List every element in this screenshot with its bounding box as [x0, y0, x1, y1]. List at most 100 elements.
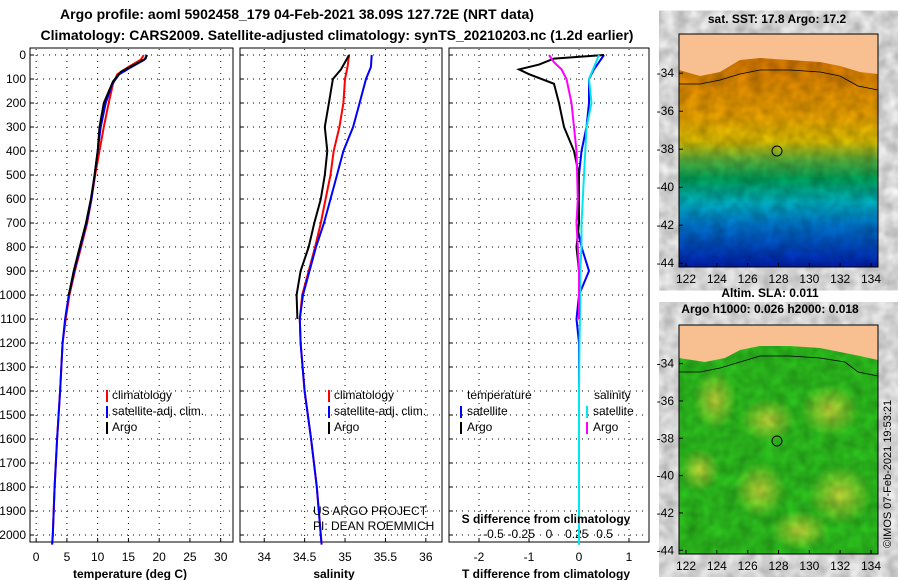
depth-tick-label: 1100 — [0, 312, 26, 326]
argo-location-marker — [771, 435, 783, 447]
legend-label-climatology: climatology — [112, 388, 172, 402]
difference-xlabel: T difference from climatology — [462, 567, 630, 580]
x-tick-label: 20 — [153, 550, 167, 564]
legend-label-t-argo: Argo — [467, 420, 493, 434]
temperature-axes — [29, 47, 234, 543]
depth-contour — [679, 69, 879, 91]
legend-title-temperature: temperature — [467, 388, 532, 402]
x-tick-label: 15 — [122, 550, 136, 564]
depth-tick-label: 1200 — [0, 336, 26, 350]
depth-tick-label: 1900 — [0, 504, 26, 518]
depth-tick-label: 400 — [6, 144, 26, 158]
depth-tick-label: 1400 — [0, 384, 26, 398]
map-y-tick-label: -42 — [657, 506, 675, 520]
legend-label-climatology: climatology — [334, 388, 394, 402]
map-x-tick-label: 128 — [768, 559, 788, 573]
map-x-tick-label: 122 — [676, 272, 696, 286]
land-mask — [679, 34, 878, 76]
map-y-tick-label: -36 — [657, 394, 675, 408]
depth-tick-label: 1000 — [0, 288, 26, 302]
x-tick-label: 35 — [338, 550, 352, 564]
legend-label-satellite: satellite-adj. clim. — [112, 404, 204, 418]
series-argo — [67, 54, 148, 296]
depth-tick-label: 1500 — [0, 408, 26, 422]
depth-tick-label: 300 — [6, 120, 26, 134]
x-tick-label: 5 — [64, 550, 71, 564]
depth-tick-label: 1800 — [0, 480, 26, 494]
series-satellite-adj-clim- — [298, 54, 373, 545]
legend-title-salinity: salinity — [594, 388, 631, 402]
s-tick-label: -0.25 — [508, 527, 536, 541]
imos-stamp: ©IMOS 07-Feb-2021 19:53:21 — [882, 400, 894, 548]
x-tick-label: 0 — [33, 550, 40, 564]
map-y-tick-label: -40 — [657, 180, 675, 194]
map-x-tick-label: 124 — [707, 559, 727, 573]
sla-texture — [679, 325, 878, 554]
salinity-legend: climatology satellite-adj. clim. Argo — [328, 388, 426, 434]
x-tick-label: -1 — [524, 550, 535, 564]
legend-label-argo: Argo — [112, 420, 138, 434]
temperature-legend: climatology satellite-adj. clim. Argo — [106, 388, 204, 434]
depth-tick-label: 500 — [6, 168, 26, 182]
depth-tick-label: 700 — [6, 216, 26, 230]
depth-tick-label: 600 — [6, 192, 26, 206]
map-y-tick-label: -34 — [657, 66, 675, 80]
title-line-1: Argo profile: aoml 5902458_179 04-Feb-20… — [60, 6, 534, 22]
x-tick-label: 35.5 — [374, 550, 398, 564]
land-mask — [679, 325, 878, 362]
map-x-tick-label: 130 — [799, 272, 819, 286]
map-y-tick-label: -44 — [657, 543, 675, 557]
depth-tick-label: 100 — [6, 72, 26, 86]
difference-legend: temperature satellite Argo salinity sate… — [460, 388, 634, 434]
series-s-satellite — [578, 54, 600, 545]
map-y-tick-label: -34 — [657, 357, 675, 371]
temperature-xlabel: temperature (deg C) — [73, 567, 187, 580]
s-tick-label: 0 — [546, 527, 553, 541]
grid — [31, 49, 648, 541]
axis-ticks: 0100200300400500600700800900100011001200… — [0, 48, 633, 564]
series-lines — [51, 54, 605, 545]
map-y-tick-label: -38 — [657, 142, 675, 156]
sst-map-title: sat. SST: 17.8 Argo: 17.2 — [708, 12, 847, 26]
map-x-tick-label: 126 — [738, 559, 758, 573]
depth-tick-label: 800 — [6, 240, 26, 254]
x-tick-label: 10 — [91, 550, 105, 564]
map-x-tick-label: 130 — [799, 559, 819, 573]
series-s-argo — [548, 54, 580, 319]
pi-annotation: PI: DEAN ROEMMICH — [313, 519, 434, 533]
x-tick-label: 30 — [214, 550, 228, 564]
legend-label-satellite: satellite-adj. clim. — [334, 404, 426, 418]
difference-xlabel-top: S difference from climatology — [462, 512, 631, 526]
series-argo — [295, 54, 350, 320]
series-climatology — [51, 54, 145, 545]
depth-tick-label: 900 — [6, 264, 26, 278]
map-x-tick-label: 124 — [707, 272, 727, 286]
map-y-tick-label: -40 — [657, 469, 675, 483]
x-tick-label: 36 — [419, 550, 433, 564]
project-annotation: US ARGO PROJECT — [313, 504, 428, 518]
map-y-tick-label: -36 — [657, 104, 675, 118]
map-ticks: 122 124 126 128 130 132 134 -34 -36 -38 -40 -42 -44 1… — [657, 66, 882, 573]
sst-map — [678, 33, 879, 268]
map-x-tick-label: 134 — [861, 559, 881, 573]
legend-label-argo: Argo — [334, 420, 360, 434]
depth-contour — [679, 355, 879, 377]
x-tick-label: 25 — [183, 550, 197, 564]
sla-map — [678, 324, 879, 555]
map-y-tick-label: -42 — [657, 218, 675, 232]
map-y-tick-label: -44 — [657, 256, 675, 270]
legend-label-s-satellite: satellite — [593, 404, 634, 418]
argo-location-marker — [771, 145, 783, 157]
x-tick-label: -2 — [474, 550, 485, 564]
legend-label-s-argo: Argo — [593, 420, 619, 434]
map-x-tick-label: 132 — [830, 272, 850, 286]
x-tick-label: 34.5 — [293, 550, 317, 564]
s-tick-label: 0.25 — [565, 527, 589, 541]
map-x-tick-label: 134 — [861, 272, 881, 286]
map-x-tick-label: 128 — [768, 272, 788, 286]
map-y-tick-label: -38 — [657, 431, 675, 445]
depth-tick-label: 1700 — [0, 456, 26, 470]
depth-tick-label: 200 — [6, 96, 26, 110]
title-line-2: Climatology: CARS2009. Satellite-adjuste… — [41, 27, 634, 43]
depth-tick-label: 1300 — [0, 360, 26, 374]
